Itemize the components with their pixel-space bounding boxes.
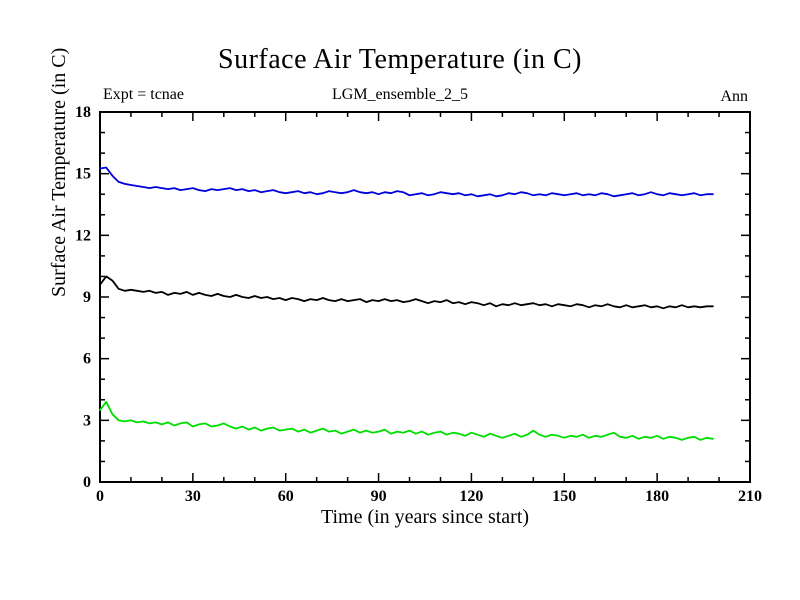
experiment-label: Expt = tcnae bbox=[103, 86, 184, 103]
ensemble-label: LGM_ensemble_2_5 bbox=[332, 86, 468, 103]
surface-temp-green-line bbox=[99, 400, 714, 441]
surface-temp-blue-line bbox=[99, 166, 714, 198]
y-tick-label: 15 bbox=[75, 166, 91, 183]
x-tick-label: 30 bbox=[185, 488, 201, 505]
surface-temp-black-line bbox=[99, 275, 714, 310]
y-tick-label: 12 bbox=[75, 227, 91, 244]
chart-title: Surface Air Temperature (in C) bbox=[218, 44, 582, 75]
y-tick-label: 0 bbox=[83, 474, 91, 491]
x-tick-label: 120 bbox=[459, 488, 483, 505]
x-tick-label: 210 bbox=[738, 488, 762, 505]
plot-frame bbox=[99, 111, 751, 483]
y-tick-label: 3 bbox=[83, 412, 91, 429]
y-tick-label: 9 bbox=[83, 289, 91, 306]
x-tick-label: 150 bbox=[552, 488, 576, 505]
annual-label: Ann bbox=[720, 88, 748, 105]
x-tick-label: 60 bbox=[278, 488, 294, 505]
y-tick-label: 6 bbox=[83, 351, 91, 368]
x-tick-label: 180 bbox=[645, 488, 669, 505]
y-tick-label: 18 bbox=[75, 104, 91, 121]
x-tick-label: 90 bbox=[371, 488, 387, 505]
x-axis-label: Time (in years since start) bbox=[320, 506, 530, 528]
x-tick-label: 0 bbox=[96, 488, 104, 505]
